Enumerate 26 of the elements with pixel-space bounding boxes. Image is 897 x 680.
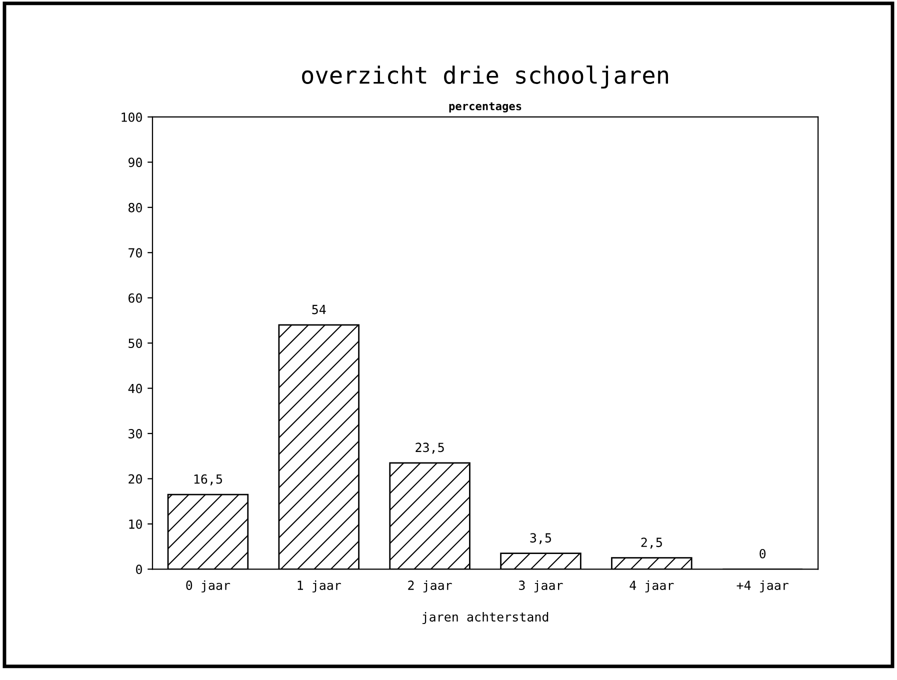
y-tick-label: 10 — [129, 519, 142, 529]
y-tick-label: 100 — [122, 112, 142, 122]
y-tick-label: 70 — [128, 248, 142, 258]
data-label: 23,5 — [416, 442, 444, 454]
x-tick-label: 3 jaar — [519, 580, 563, 592]
y-tick-label: 40 — [128, 384, 142, 394]
data-label: 16,5 — [194, 474, 222, 486]
x-tick-label: +4 jaar — [736, 580, 788, 592]
y-axis-title: percentages — [449, 102, 522, 112]
y-tick-label: 20 — [128, 474, 142, 484]
chart-title: overzicht drie schooljaren — [302, 66, 668, 89]
data-label: 2,5 — [641, 538, 662, 549]
data-label: 3,5 — [530, 533, 552, 544]
y-tick-label: 0 — [136, 564, 142, 574]
x-tick-label: 0 jaar — [186, 580, 230, 592]
x-tick-label: 4 jaar — [630, 580, 674, 592]
x-tick-label: 2 jaar — [408, 580, 452, 592]
data-label: 0 — [760, 548, 766, 558]
y-tick-label: 80 — [128, 202, 142, 212]
x-axis-title: jaren achterstand — [422, 612, 548, 624]
x-tick-label: 1 jaar — [298, 580, 341, 592]
y-tick-label: 60 — [128, 293, 142, 303]
data-label: 54 — [312, 304, 326, 314]
y-tick-label: 50 — [128, 338, 142, 348]
y-tick-label: 30 — [128, 429, 142, 438]
y-tick-label: 90 — [128, 158, 142, 168]
